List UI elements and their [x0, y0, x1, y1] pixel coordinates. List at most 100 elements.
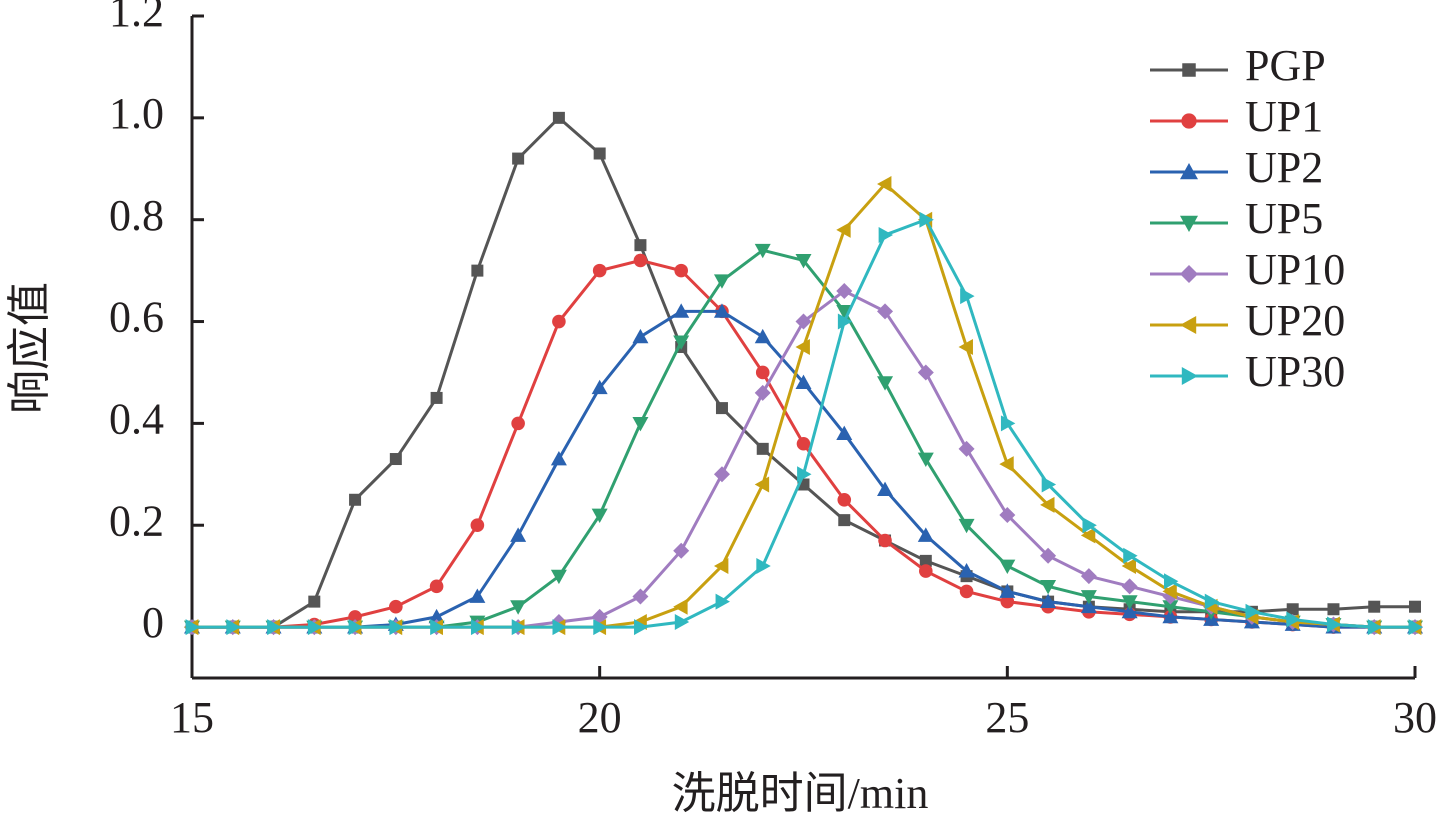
data-point [471, 264, 484, 277]
data-point [999, 559, 1016, 574]
data-point [1080, 527, 1096, 544]
data-point [1162, 600, 1179, 615]
data-point [550, 569, 567, 585]
y-tick-label: 1.0 [109, 89, 164, 138]
x-axis-label: 洗脱时间/min [672, 769, 929, 818]
data-point [226, 619, 241, 636]
data-point [1286, 603, 1299, 616]
data-point [1080, 598, 1097, 614]
data-point [1121, 603, 1138, 619]
y-tick-label: 1.2 [109, 0, 164, 36]
data-point [1123, 547, 1138, 564]
legend-marker [1180, 215, 1198, 232]
data-point [917, 452, 934, 468]
x-tick-label: 20 [578, 693, 622, 742]
data-point [267, 619, 282, 636]
legend-label: UP2 [1245, 143, 1323, 192]
data-point [673, 598, 688, 615]
data-point [836, 282, 853, 299]
data-point [836, 425, 853, 440]
data-point [593, 147, 606, 160]
data-point [510, 600, 527, 615]
legend-marker [1180, 265, 1198, 283]
data-point [185, 619, 200, 636]
data-point [634, 619, 649, 636]
data-point [715, 593, 730, 610]
legend-marker [1181, 113, 1197, 129]
data-point [1041, 476, 1057, 493]
data-point [836, 221, 851, 238]
data-point [919, 554, 932, 567]
legend-label: UP1 [1245, 92, 1323, 141]
data-point [1286, 611, 1301, 628]
data-point [593, 619, 608, 636]
data-point [756, 557, 771, 574]
data-point [470, 518, 485, 533]
data-point [756, 442, 769, 455]
data-point [552, 111, 565, 124]
data-point [1409, 600, 1421, 613]
y-tick-label: 0.6 [109, 293, 164, 342]
data-point [1367, 619, 1383, 636]
data-point [1040, 547, 1057, 564]
data-point [673, 335, 690, 350]
data-point [511, 416, 525, 431]
data-point [512, 152, 525, 165]
legend-marker [1180, 316, 1197, 334]
data-point [674, 613, 690, 630]
legend-label: UP20 [1245, 296, 1345, 345]
data-point [1408, 619, 1423, 636]
legend-marker [1180, 163, 1198, 180]
data-point [348, 610, 362, 624]
data-point [836, 304, 853, 320]
data-point [795, 313, 812, 330]
legend-label: UP30 [1245, 347, 1345, 396]
y-tick-label: 0.2 [109, 496, 164, 545]
data-point [550, 451, 567, 466]
data-point [430, 619, 445, 636]
data-point [837, 492, 852, 507]
data-point [430, 391, 443, 404]
data-point [1080, 590, 1097, 605]
data-point [877, 376, 894, 391]
data-point [1000, 594, 1015, 609]
data-point [470, 619, 486, 636]
legend-marker [1181, 367, 1198, 385]
series-line [192, 217, 1415, 629]
data-point [1162, 608, 1179, 624]
data-point [632, 328, 649, 344]
data-point [591, 379, 608, 395]
data-point [877, 303, 894, 320]
data-point [754, 243, 771, 259]
data-point [713, 466, 730, 483]
legend-label: PGP [1245, 41, 1326, 90]
data-point [389, 599, 403, 614]
data-point [917, 527, 934, 542]
data-point [715, 402, 728, 415]
data-point [552, 619, 567, 636]
data-point [917, 364, 934, 381]
series-line [192, 181, 1415, 629]
data-point [348, 619, 364, 636]
data-point [389, 619, 404, 636]
data-point [795, 254, 812, 269]
data-point [919, 564, 933, 578]
data-point [877, 481, 894, 496]
data-point [878, 226, 894, 243]
data-point [349, 493, 362, 506]
data-point [1204, 593, 1220, 610]
data-point [1121, 578, 1138, 595]
data-point [713, 274, 730, 289]
data-point [674, 263, 688, 278]
data-point [673, 542, 690, 559]
data-point [632, 588, 649, 605]
data-point [552, 314, 566, 329]
data-point [308, 595, 321, 608]
data-point [795, 339, 810, 355]
legend-label: UP10 [1245, 245, 1345, 294]
data-point [1121, 557, 1137, 574]
data-point [1121, 595, 1138, 610]
data-point [632, 416, 649, 432]
data-point [1080, 568, 1097, 585]
